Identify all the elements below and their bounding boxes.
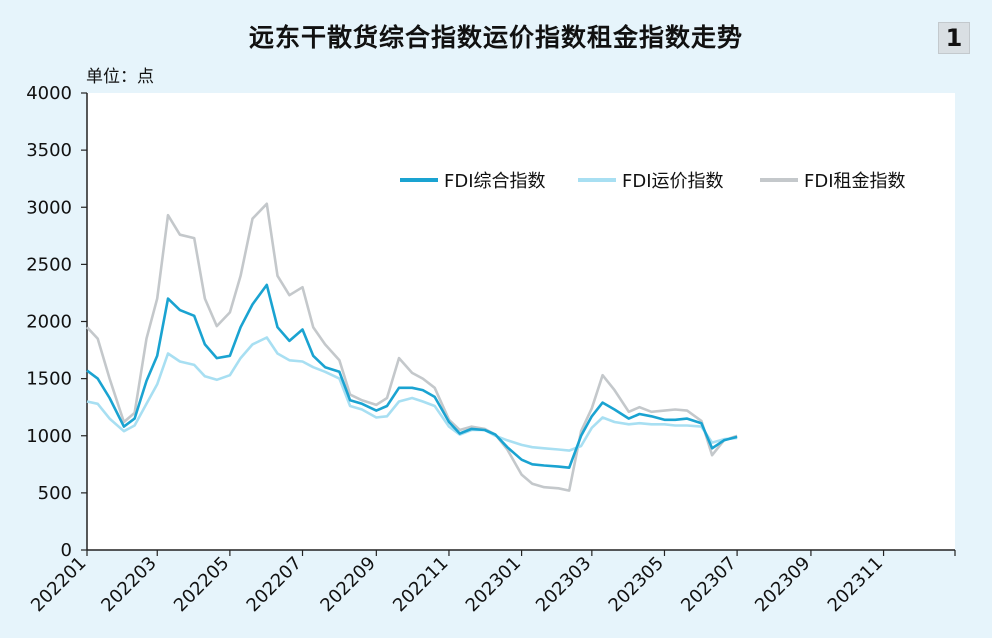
legend-label: FDI租金指数 bbox=[804, 171, 906, 192]
plot-area bbox=[87, 93, 955, 550]
x-tick-label: 202311 bbox=[824, 553, 887, 616]
legend-label: FDI运价指数 bbox=[622, 171, 724, 192]
x-tick-label: 202205 bbox=[170, 553, 233, 616]
y-tick-label: 2000 bbox=[26, 312, 72, 333]
series-line-2 bbox=[86, 336, 738, 452]
legend-label: FDI综合指数 bbox=[444, 171, 546, 192]
y-tick-label: 1500 bbox=[26, 369, 72, 390]
y-tick-label: 3500 bbox=[26, 140, 72, 161]
y-axis-unit-label: 单位：点 bbox=[86, 67, 154, 87]
page-number-badge: 1 bbox=[938, 22, 970, 54]
legend: FDI综合指数 FDI运价指数 FDI租金指数 bbox=[400, 171, 906, 192]
x-tick-label: 202209 bbox=[316, 553, 379, 616]
x-tick-label: 202303 bbox=[532, 553, 595, 616]
x-tick-label: 202305 bbox=[605, 553, 668, 616]
series-lines bbox=[86, 202, 738, 492]
x-tick-label: 202201 bbox=[27, 553, 90, 616]
chart-title: 远东干散货综合指数运价指数租金指数走势 bbox=[248, 23, 743, 52]
x-tick-label: 202203 bbox=[97, 553, 160, 616]
series-line-1 bbox=[86, 283, 738, 470]
y-tick-label: 3000 bbox=[26, 197, 72, 218]
x-tick-label: 202309 bbox=[751, 553, 814, 616]
axes bbox=[81, 92, 956, 556]
x-tick-label: 202207 bbox=[243, 553, 306, 616]
y-tick-label: 4000 bbox=[26, 83, 72, 104]
series-line-3 bbox=[86, 202, 738, 492]
x-tick-label: 202307 bbox=[677, 553, 740, 616]
y-tick-label: 0 bbox=[61, 540, 72, 561]
y-tick-label: 1000 bbox=[26, 426, 72, 447]
x-tick-label: 202301 bbox=[462, 553, 525, 616]
y-tick-label: 2500 bbox=[26, 254, 72, 275]
x-tick-label: 202211 bbox=[389, 553, 452, 616]
y-tick-label: 500 bbox=[38, 483, 72, 504]
